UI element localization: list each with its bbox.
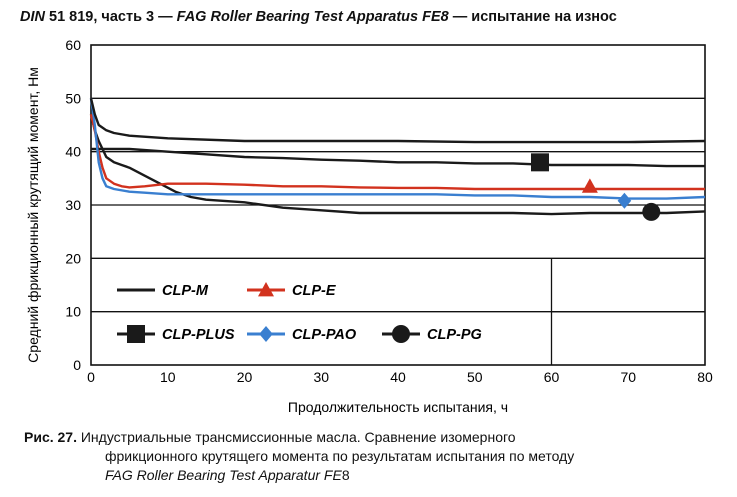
series-marker-clp-plus: [530, 153, 549, 172]
series-layer: [89, 98, 706, 221]
caption-line-1: Индустриальные трансмиссионные масла. Ср…: [76, 429, 516, 445]
series-line-clp-pg: [89, 98, 706, 144]
x-tick-label: 70: [620, 369, 636, 385]
series-line-clp-pao: [89, 98, 706, 200]
legend-label-clp-pg: CLP-PG: [427, 327, 482, 343]
chart-title: DIN 51 819, часть 3 — FAG Roller Bearing…: [20, 9, 720, 25]
y-axis-label: Средний фрикционный крутящий момент, Нм: [25, 67, 41, 363]
x-tick-label: 50: [467, 369, 483, 385]
series-line-clp-e: [89, 114, 705, 191]
y-tick-label: 20: [65, 250, 81, 266]
series-line-clp-plus: [91, 147, 705, 168]
y-tick-label: 60: [65, 37, 81, 53]
figure-caption: Рис. 27. Индустриальные трансмиссионные …: [24, 428, 724, 485]
caption-line-2: фрикционного крутящего момента по резуль…: [105, 448, 575, 464]
series-marker-clp-pg: [642, 202, 661, 221]
y-tick-label: 0: [73, 357, 81, 373]
x-tick-label: 0: [87, 369, 95, 385]
legend-label-clp-e: CLP-E: [292, 283, 337, 299]
x-tick-label: 10: [160, 369, 176, 385]
caption-line-3-italic: FAG Roller Bearing Test Apparatur FE: [105, 467, 342, 483]
tick-labels: 0 10 20 30 40 50 60 0 10 20 30 40 50 60 70 80: [65, 37, 713, 385]
legend-label-clp-pao: CLP-PAO: [292, 327, 357, 343]
legend-label-clp-m: CLP-M: [162, 283, 209, 299]
x-tick-label: 80: [697, 369, 713, 385]
y-tick-label: 30: [65, 197, 81, 213]
x-tick-label: 60: [544, 369, 560, 385]
series-marker-clp-e: [581, 178, 598, 193]
series-marker-clp-pao: [617, 192, 632, 209]
legend-frame: [550, 258, 705, 365]
chart-title-apparatus: FAG Roller Bearing Test Apparatus FE8: [176, 9, 449, 25]
legend-marker-clp-plus: [127, 325, 145, 343]
legend-marker-clp-e: [258, 282, 274, 297]
x-axis-label: Продолжительность испытания, ч: [288, 399, 508, 415]
chart-title-din: DIN: [20, 9, 45, 25]
chart-title-part: 51 819, часть 3 —: [44, 9, 177, 25]
y-tick-label: 10: [65, 304, 81, 320]
x-tick-label: 40: [390, 369, 406, 385]
legend-marker-clp-pao: [259, 326, 273, 342]
caption-label: Рис. 27.: [24, 429, 77, 445]
grid-lines: [90, 44, 706, 366]
legend-marker-clp-pg: [392, 325, 410, 343]
caption-line-3-rest: 8: [341, 467, 350, 483]
chart-title-test: — испытание на износ: [448, 9, 617, 25]
legend-label-clp-plus: CLP-PLUS: [162, 327, 235, 343]
y-tick-label: 50: [65, 90, 81, 106]
y-tick-label: 40: [65, 144, 81, 160]
x-tick-label: 20: [237, 369, 253, 385]
series-line-clp-m: [89, 114, 706, 216]
x-tick-label: 30: [313, 369, 329, 385]
friction-torque-chart: CLP-M CLP-E CLP-PLUS CLP-PAO CLP-PG 0 10 20 30 4…: [25, 37, 713, 415]
legend: CLP-M CLP-E CLP-PLUS CLP-PAO CLP-PG: [117, 282, 482, 343]
